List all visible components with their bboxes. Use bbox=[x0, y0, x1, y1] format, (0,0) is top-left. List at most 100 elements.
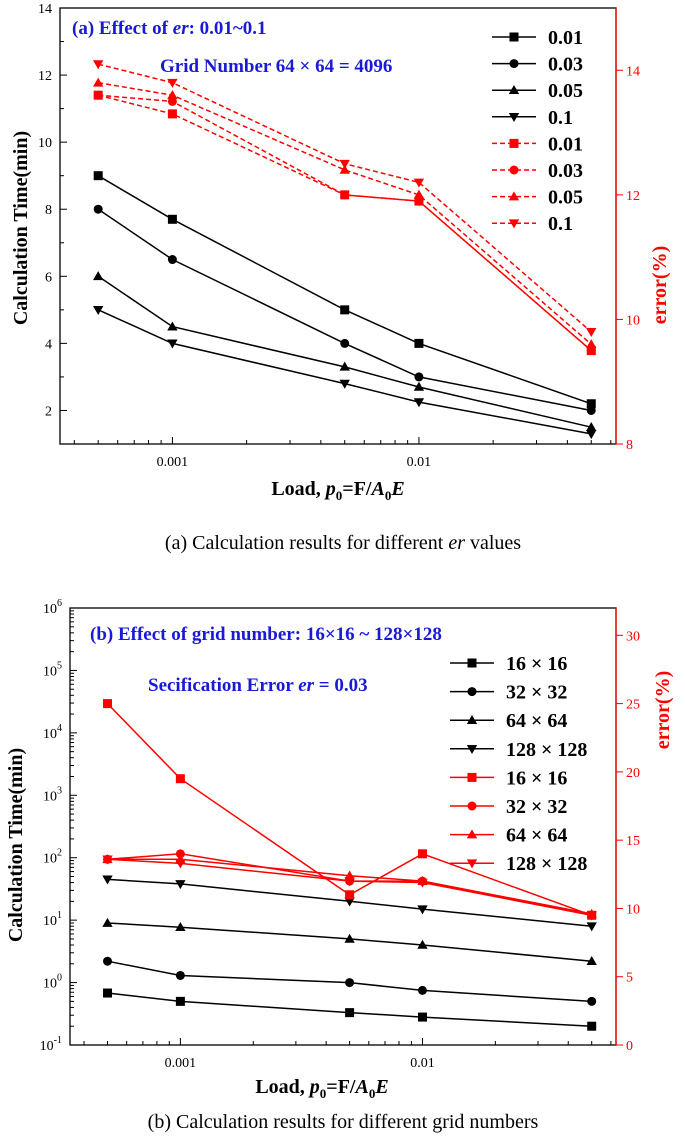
legend-marker bbox=[508, 219, 520, 229]
y-tick-label: 2 bbox=[45, 404, 52, 419]
y-tick-label: 10-1 bbox=[40, 1035, 62, 1054]
data-point bbox=[167, 255, 177, 265]
legend-label: 0.05 bbox=[548, 187, 583, 209]
x-tick-label: 0.001 bbox=[157, 455, 189, 470]
y2-tick-label: 25 bbox=[626, 698, 640, 713]
data-point bbox=[175, 849, 185, 859]
legend-marker bbox=[508, 112, 520, 122]
data-point bbox=[417, 985, 427, 995]
data-point bbox=[167, 321, 178, 331]
data-point bbox=[93, 77, 104, 87]
legend-label: 0.01 bbox=[548, 27, 583, 49]
data-point bbox=[344, 933, 355, 943]
legend-label: 0.1 bbox=[548, 213, 573, 235]
legend-a: 0.01 0.03 0.05 0.1 0.01 0.03 0.05 0.1 bbox=[492, 27, 583, 235]
data-point bbox=[586, 922, 597, 932]
data-point bbox=[414, 338, 424, 348]
data-point bbox=[102, 875, 113, 885]
legend-label: 64 × 64 bbox=[506, 825, 567, 847]
data-point bbox=[417, 878, 428, 888]
data-point bbox=[175, 774, 185, 784]
x-axis-label-a: Load, p0=F/A0E bbox=[271, 478, 404, 503]
data-point bbox=[175, 970, 185, 980]
y-tick-label: 102 bbox=[43, 848, 62, 867]
data-point bbox=[167, 96, 177, 106]
data-point bbox=[586, 346, 596, 356]
data-point bbox=[344, 870, 355, 880]
data-point bbox=[93, 271, 104, 281]
data-point bbox=[417, 1012, 427, 1022]
legend-label: 128 × 128 bbox=[506, 739, 587, 761]
data-point bbox=[586, 399, 596, 409]
legend-b: 16 × 16 32 × 32 64 × 64 128 × 128 16 × 16 32 … bbox=[450, 653, 587, 875]
data-point bbox=[586, 422, 597, 432]
data-point bbox=[103, 699, 113, 709]
y-tick-label: 6 bbox=[45, 270, 52, 285]
y-tick-label: 4 bbox=[45, 337, 52, 352]
y2-tick-label: 15 bbox=[626, 834, 640, 849]
legend-marker bbox=[466, 715, 478, 725]
y2-axis-label-b: error(%) bbox=[652, 671, 674, 749]
data-point bbox=[175, 859, 186, 869]
y-tick-label: 14 bbox=[38, 2, 52, 17]
chart-panel-a: 0.001 0.01 2 4 6 8 10 12 14 8 10 12 14 (a) Effect of… bbox=[10, 2, 671, 554]
data-point bbox=[414, 372, 424, 382]
data-point bbox=[586, 339, 597, 349]
series-line bbox=[98, 81, 592, 345]
data-point bbox=[103, 988, 113, 998]
legend-label: 64 × 64 bbox=[506, 710, 567, 732]
y-axis-label-a: Calculation Time(min) bbox=[10, 131, 32, 325]
legend-marker bbox=[509, 59, 519, 69]
legend-marker bbox=[467, 658, 477, 668]
y2-tick-label: 20 bbox=[626, 766, 640, 781]
legend-label: 16 × 16 bbox=[506, 767, 567, 789]
data-point bbox=[340, 338, 350, 348]
legend-marker bbox=[466, 859, 478, 869]
data-point bbox=[414, 196, 424, 206]
legend-label: 128 × 128 bbox=[506, 853, 587, 875]
y-axis-label-b: Calculation Time(min) bbox=[5, 748, 27, 942]
data-point bbox=[175, 996, 185, 1006]
data-point bbox=[586, 956, 597, 966]
legend-marker bbox=[466, 744, 478, 754]
caption-a: (a) Calculation results for different er… bbox=[165, 532, 521, 554]
data-point bbox=[587, 996, 597, 1006]
x-tick-label: 0.01 bbox=[407, 455, 432, 470]
y2-tick-label: 0 bbox=[626, 1039, 633, 1054]
data-point bbox=[167, 78, 178, 88]
legend-marker bbox=[467, 772, 477, 782]
y-tick-label: 100 bbox=[43, 973, 62, 992]
y2-tick-label: 14 bbox=[626, 64, 640, 79]
y-tick-label: 106 bbox=[43, 598, 62, 617]
data-point bbox=[93, 171, 103, 181]
data-point bbox=[340, 190, 350, 200]
data-point bbox=[413, 178, 425, 188]
legend-marker bbox=[509, 32, 519, 42]
y2-tick-label: 8 bbox=[626, 438, 633, 453]
data-point bbox=[586, 430, 597, 440]
y2-tick-label: 10 bbox=[626, 902, 640, 917]
y-tick-label: 104 bbox=[43, 723, 62, 742]
legend-label: 0.05 bbox=[548, 80, 583, 102]
x-tick-label: 0.01 bbox=[410, 1056, 435, 1071]
data-point bbox=[102, 855, 113, 865]
legend-marker bbox=[508, 191, 520, 201]
x-axis-label-b: Load, p0=F/A0E bbox=[255, 1076, 388, 1101]
data-point bbox=[417, 849, 427, 859]
y-tick-label: 105 bbox=[43, 660, 62, 679]
y-tick-label: 12 bbox=[38, 69, 52, 84]
legend-marker bbox=[508, 85, 520, 95]
y-tick-label: 8 bbox=[45, 203, 52, 218]
y-tick-label: 103 bbox=[43, 785, 62, 804]
data-point bbox=[167, 214, 177, 224]
data-point bbox=[103, 956, 113, 966]
series-line bbox=[98, 94, 592, 352]
data-point bbox=[93, 60, 104, 70]
data-point bbox=[345, 978, 355, 988]
data-point bbox=[586, 328, 597, 338]
data-point bbox=[417, 939, 428, 949]
y2-tick-label: 5 bbox=[626, 971, 633, 986]
annotation-effect-a: (a) Effect of er: 0.01~0.1 bbox=[72, 18, 267, 39]
data-point bbox=[413, 398, 425, 408]
